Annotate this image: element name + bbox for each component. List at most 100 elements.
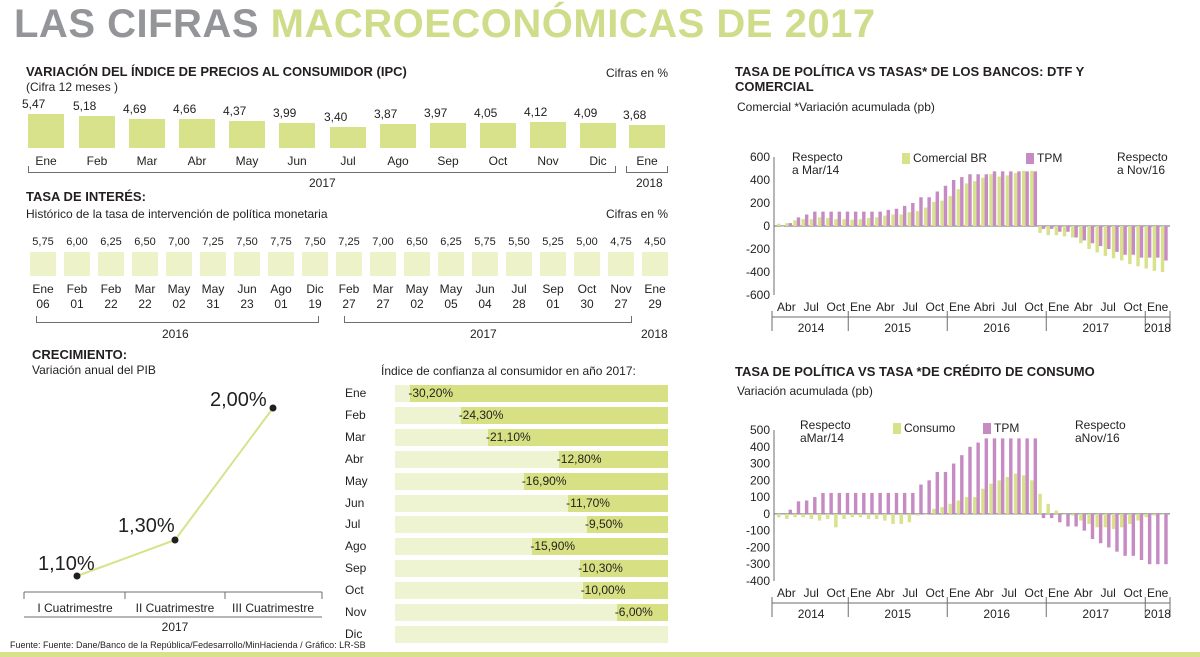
confianza-row: Dic (345, 625, 668, 643)
dtf-heading-2: COMERCIAL (735, 79, 814, 94)
tpm-bar (1017, 171, 1021, 226)
tpm-bar (976, 442, 980, 514)
confianza-month-label: May (345, 473, 368, 488)
tasa-value-label: 7,50 (236, 236, 258, 248)
tasa-value-label: 5,75 (32, 236, 54, 248)
tpm-bar (1098, 513, 1103, 544)
confianza-month-label: Dic (345, 626, 363, 641)
series1-bar (1160, 226, 1165, 272)
tpm-bar (1156, 226, 1160, 258)
confianza-bar (568, 494, 668, 512)
tpm-bar (1058, 513, 1062, 523)
series1-bar (1079, 513, 1083, 521)
year-label: 2017 (1082, 321, 1109, 335)
consumo-chart: 500 400 300 200 100 0 -100 -200 -300 -400 Abr Jul Oc… (746, 418, 1171, 621)
tasa-day-label: 06 (36, 297, 50, 311)
tasa-value-label: 5,00 (576, 236, 598, 248)
bottom-stripe (0, 652, 1200, 657)
ipc-bar (380, 124, 416, 148)
tasa-day-label: 02 (410, 297, 424, 311)
tpm-bar (780, 513, 784, 515)
tpm-bar (1090, 226, 1095, 244)
legend-swatch-series1 (902, 153, 910, 164)
confianza-value-label: -11,70% (566, 495, 610, 510)
tasa-bar (608, 252, 634, 276)
tasa-bar (132, 252, 158, 276)
series1-bar (834, 513, 838, 528)
ipc-month-label: Sep (437, 154, 459, 168)
x-month-label: Jul (1100, 300, 1115, 314)
series1-bar (989, 483, 993, 514)
tpm-bar (992, 171, 997, 226)
dtf-heading-1: TASA DE POLÍTICA VS TASAS* DE LOS BANCOS… (735, 64, 1085, 79)
confianza-value-label: -6,00% (614, 605, 653, 619)
tasa-value-label: 6,25 (100, 236, 122, 248)
confianza-bar (460, 406, 668, 424)
tasa-value-label: 6,00 (66, 236, 88, 248)
x-month-label: Abr (1074, 586, 1093, 600)
confianza-bar (586, 516, 668, 534)
confianza-value-label: -15,90% (530, 539, 576, 554)
confianza-bar (582, 582, 668, 600)
series1-bar (1005, 175, 1010, 226)
confianza-row: Sep -10,30% (345, 560, 668, 578)
series1-bar (1160, 513, 1165, 515)
tpm-bar (960, 177, 964, 226)
confianza-month-label: Jun (345, 495, 365, 510)
legend-label-tpm: TPM (994, 421, 1019, 435)
series1-bar (924, 207, 928, 226)
ipc-value-label: 5,47 (22, 97, 46, 112)
confianza-chart: Ene -30,20% Feb -24,30% Mar -21,10% Abr -12,80%… (345, 385, 668, 643)
tasa-month-label: May (201, 282, 225, 296)
confianza-month-label: Nov (345, 605, 367, 619)
tasa-bar (64, 252, 90, 276)
tpm-bar (804, 500, 809, 514)
confianza-row: Ene -30,20% (345, 385, 668, 402)
pib-heading: CRECIMIENTO: (32, 347, 128, 362)
tpm-bar (829, 211, 833, 226)
x-month-label: Ene (850, 586, 872, 600)
tpm-bar (1041, 513, 1046, 519)
series1-bar (1111, 513, 1116, 529)
series1-bar (850, 513, 854, 518)
tpm-bar (984, 174, 989, 226)
tpm-bar (821, 211, 825, 226)
tasa-month-label: Nov (610, 282, 632, 296)
ipc-value-label: 4,37 (223, 103, 247, 118)
tpm-bar (935, 191, 940, 226)
tpm-bar (992, 438, 997, 514)
series1-bar (1111, 226, 1116, 259)
ipc-bar (28, 114, 64, 148)
ipc-year-2017: 2017 (309, 176, 336, 190)
consumo-heading: TASA DE POLÍTICA VS TASA *DE CRÉDITO DE … (735, 364, 1095, 379)
pib-point (73, 572, 81, 580)
series1-bar (891, 214, 895, 226)
tasa-bar (540, 252, 566, 276)
tpm-bar (1164, 226, 1168, 261)
ipc-value-label: 4,12 (524, 105, 548, 120)
series1-bar (883, 215, 887, 226)
confianza-bar (532, 538, 668, 556)
tpm-bar (821, 492, 825, 514)
ipc-note: (Cifra 12 meses ) (26, 80, 119, 94)
confianza-row: May -16,90% (345, 472, 668, 490)
series1-bar (1120, 513, 1124, 528)
pib-point (269, 404, 277, 412)
tpm-bar (1107, 226, 1111, 249)
x-month-label: Oct (1025, 300, 1044, 314)
tasa-day-label: 27 (376, 297, 390, 311)
tpm-bar (927, 480, 931, 514)
tpm-bar (886, 492, 891, 514)
x-month-label: Oct (1124, 586, 1143, 600)
tpm-bar (1074, 226, 1078, 238)
tpm-bar (968, 174, 972, 226)
tasa-day-label: 19 (308, 297, 322, 311)
ipc-bar (279, 123, 315, 148)
series1-bar (964, 497, 969, 514)
tpm-bar (796, 217, 801, 226)
series1-bar (826, 513, 830, 519)
tasa-value-label: 7,75 (270, 236, 292, 248)
ipc-month-label: Ene (35, 154, 57, 168)
tasa-month-label: Ene (644, 282, 666, 296)
x-month-label: Jul (1001, 300, 1016, 314)
